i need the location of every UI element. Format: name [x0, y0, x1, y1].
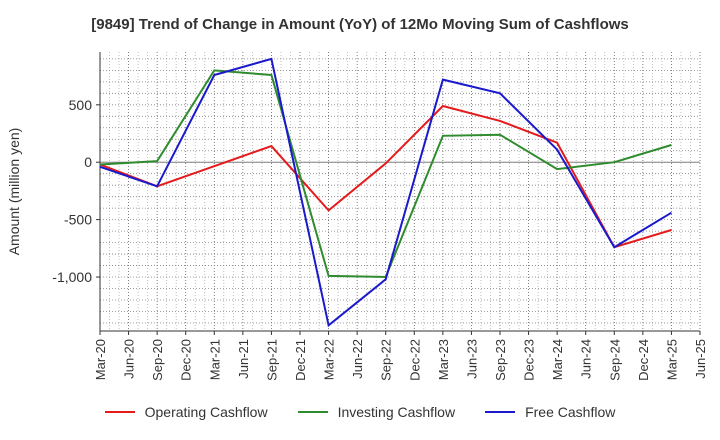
- y-tick-label: -500: [64, 212, 92, 228]
- legend-label-operating: Operating Cashflow: [144, 404, 268, 420]
- x-tick-label: Mar-23: [436, 339, 451, 380]
- chart-legend: Operating Cashflow Investing Cashflow Fr…: [0, 404, 720, 420]
- y-tick-label: 0: [84, 154, 92, 170]
- x-tick-label: Sep-24: [607, 339, 622, 381]
- x-tick-label: Mar-24: [550, 339, 565, 380]
- x-tick-label: Jun-21: [236, 339, 251, 379]
- x-tick-label: Sep-23: [493, 339, 508, 381]
- x-tick-label: Jun-22: [350, 339, 365, 379]
- legend-item-operating: Operating Cashflow: [104, 404, 268, 420]
- x-tick-label: Mar-22: [322, 339, 337, 380]
- x-tick-label: Jun-20: [122, 339, 137, 379]
- legend-swatch-investing: [297, 411, 328, 413]
- x-tick-label: Sep-20: [150, 339, 165, 381]
- y-tick-label: -1,000: [52, 269, 92, 285]
- legend-swatch-free: [485, 411, 516, 413]
- x-tick-label: Dec-24: [636, 339, 651, 381]
- x-tick-label: Jun-25: [693, 339, 708, 379]
- y-axis-title: Amount (million yen): [6, 128, 22, 256]
- series-line-operating-cashflow: [99, 104, 672, 249]
- chart-title: [9849] Trend of Change in Amount (YoY) o…: [91, 16, 629, 33]
- x-tick-label: Mar-25: [664, 339, 679, 380]
- legend-item-investing: Investing Cashflow: [297, 404, 456, 420]
- x-tick-label: Dec-21: [293, 339, 308, 381]
- series-line-free-cashflow: [99, 57, 672, 328]
- x-tick-label: Jun-23: [464, 339, 479, 379]
- x-tick-label: Sep-22: [379, 339, 394, 381]
- legend-swatch-operating: [104, 411, 135, 413]
- x-tick-label: Mar-20: [93, 339, 108, 380]
- x-tick-label: Sep-21: [264, 339, 279, 381]
- x-tick-label: Dec-22: [407, 339, 422, 381]
- y-tick-label: 500: [69, 97, 93, 113]
- legend-label-free: Free Cashflow: [525, 404, 616, 420]
- legend-label-investing: Investing Cashflow: [337, 404, 456, 420]
- x-tick-label: Mar-21: [207, 339, 222, 380]
- x-tick-label: Jun-24: [579, 339, 594, 379]
- legend-item-free: Free Cashflow: [485, 404, 615, 420]
- x-tick-label: Dec-23: [522, 339, 537, 381]
- x-tick-label: Dec-20: [179, 339, 194, 381]
